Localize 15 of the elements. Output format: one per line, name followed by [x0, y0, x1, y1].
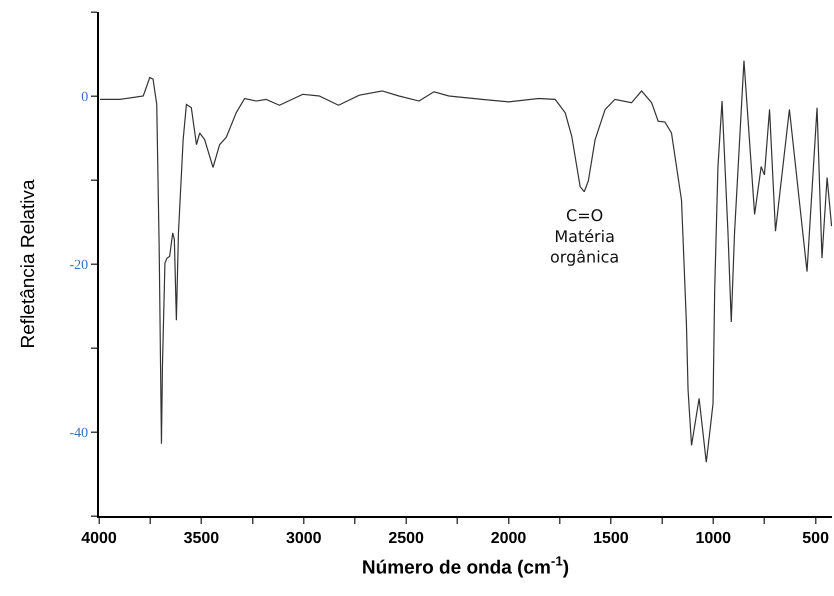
x-tick-label: 2500	[388, 530, 424, 548]
y-tick-label: -40	[70, 426, 88, 441]
x-tick-label: 3500	[184, 530, 220, 548]
x-tick-label: 4000	[81, 530, 117, 548]
y-axis-title: Refletância Relativa	[18, 179, 39, 348]
x-tick-label: 1500	[593, 530, 629, 548]
x-tick-label: 3000	[286, 530, 322, 548]
x-axis-title: Número de onda (cm$^{-1}$)	[362, 554, 570, 578]
x-tick-label: 500	[802, 530, 830, 548]
x-tick-label: 1000	[695, 530, 732, 548]
x-tick-label: 2000	[490, 530, 526, 548]
y-tick-label: 0	[81, 90, 88, 105]
line-series	[99, 60, 832, 463]
y-tick-label: -20	[70, 258, 88, 273]
annotation: C=O Matéria orgânica	[550, 206, 620, 267]
